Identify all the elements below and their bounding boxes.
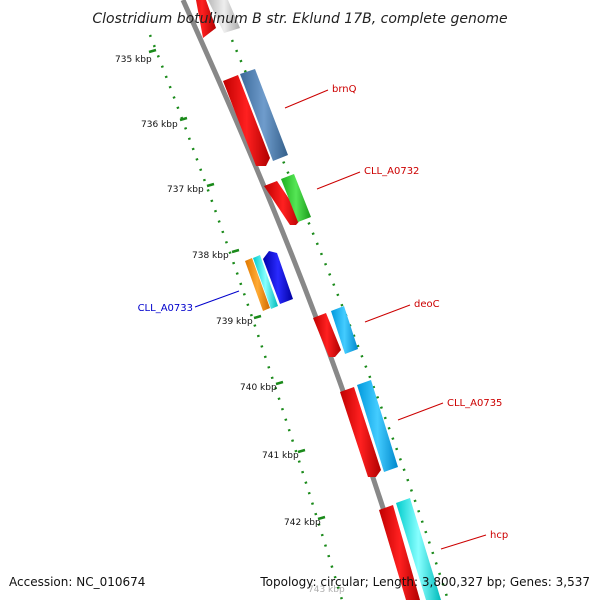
gene-label-leaders (194, 89, 487, 550)
kbp-label: 737 kbp (167, 185, 204, 195)
gene-feature-deoC-red[interactable] (313, 313, 341, 357)
gene-label-CLL_A0735[interactable]: CLL_A0735 (447, 398, 502, 409)
gene-feature-top-grey[interactable] (208, 0, 240, 33)
gene-feature-CLL_A0732-red[interactable] (264, 181, 302, 225)
kbp-label: 739 kbp (216, 317, 253, 327)
gene-feature-CLL_A0732-green[interactable] (281, 174, 311, 222)
kbp-label: 740 kbp (240, 383, 277, 393)
gene-feature-brnQ-steel[interactable] (240, 69, 288, 161)
major-ticks (148, 48, 326, 521)
kbp-label: 742 kbp (284, 518, 321, 528)
genome-summary-text: Topology: circular; Length: 3,800,327 bp… (259, 575, 590, 589)
gene-feature-top-red[interactable] (188, 0, 216, 38)
accession-text: Accession: NC_010674 (9, 575, 145, 589)
gene-feature-hcp-cyan[interactable] (396, 498, 441, 600)
gene-feature-CLL_A0733-orange[interactable] (245, 258, 270, 311)
gene-labels: brnQ CLL_A0732 CLL_A0733 deoC CLL_A0735 … (138, 84, 509, 541)
gene-feature-CLL_A0733-cyan[interactable] (253, 255, 278, 309)
map-title: Clostridium botulinum B str. Eklund 17B,… (92, 11, 507, 27)
gene-feature-CLL_A0735-sky[interactable] (357, 380, 398, 472)
kbp-label: 735 kbp (115, 55, 152, 65)
kbp-label: 743 kbp (308, 585, 345, 595)
kbp-label: 736 kbp (141, 120, 178, 130)
gene-label-CLL_A0733[interactable]: CLL_A0733 (138, 303, 193, 314)
gene-features (188, 0, 441, 600)
gene-feature-brnQ-red[interactable] (223, 75, 270, 166)
gene-feature-hcp-red[interactable] (379, 505, 420, 600)
kbp-label: 741 kbp (262, 451, 299, 461)
kbp-tick-labels: 735 kbp 736 kbp 737 kbp 738 kbp 739 kbp … (115, 55, 345, 595)
gene-label-hcp[interactable]: hcp (490, 530, 508, 541)
gene-label-deoC[interactable]: deoC (414, 299, 440, 310)
kbp-label: 738 kbp (192, 251, 229, 261)
tick-track-right (230, 39, 450, 600)
gene-feature-CLL_A0733-blue[interactable] (263, 251, 293, 304)
genome-backbone (180, 0, 415, 600)
gene-feature-deoC-sky[interactable] (331, 306, 358, 354)
gene-label-brnQ[interactable]: brnQ (332, 84, 357, 95)
gene-feature-CLL_A0735-red[interactable] (340, 387, 381, 477)
gene-label-CLL_A0732[interactable]: CLL_A0732 (364, 166, 419, 177)
